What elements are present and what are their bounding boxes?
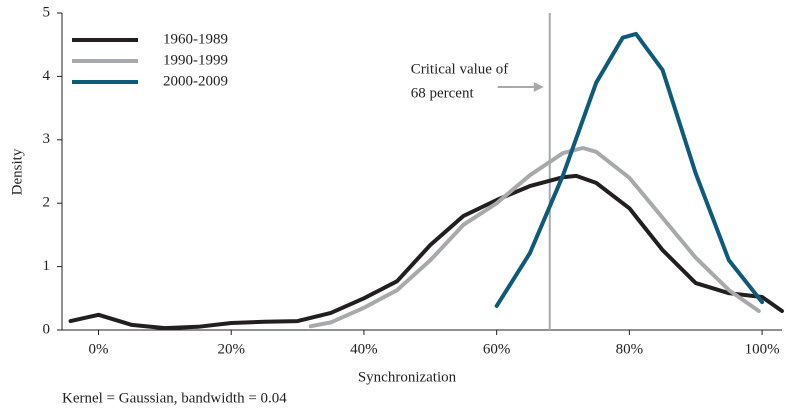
legend-label: 1990-1999 [163,52,228,68]
annotation-arrowhead [533,82,544,92]
x-tick-label: 40% [350,341,378,357]
y-tick-label: 3 [43,131,51,147]
y-tick-label: 1 [43,258,51,274]
y-tick-label: 4 [43,68,51,84]
legend-label: 1960-1989 [163,31,228,47]
series-line [68,173,784,331]
x-axis-label: Synchronization [358,369,457,385]
x-tick-label: 0% [88,341,108,357]
y-tick-label: 2 [43,195,51,211]
x-tick-label: 80% [616,341,644,357]
annotation-text: Critical value of [411,61,508,77]
footnote: Kernel = Gaussian, bandwidth = 0.04 [62,390,287,406]
y-tick-label: 0 [43,321,51,337]
legend-label: 2000-2009 [163,73,228,89]
series-line [494,31,765,308]
annotation-text: 68 percent [411,85,475,101]
x-tick-label: 60% [483,341,511,357]
series-line [308,146,761,329]
x-tick-label: 20% [217,341,245,357]
y-axis-label: Density [9,148,25,195]
x-tick-label: 100% [745,341,780,357]
y-tick-label: 5 [43,4,51,20]
